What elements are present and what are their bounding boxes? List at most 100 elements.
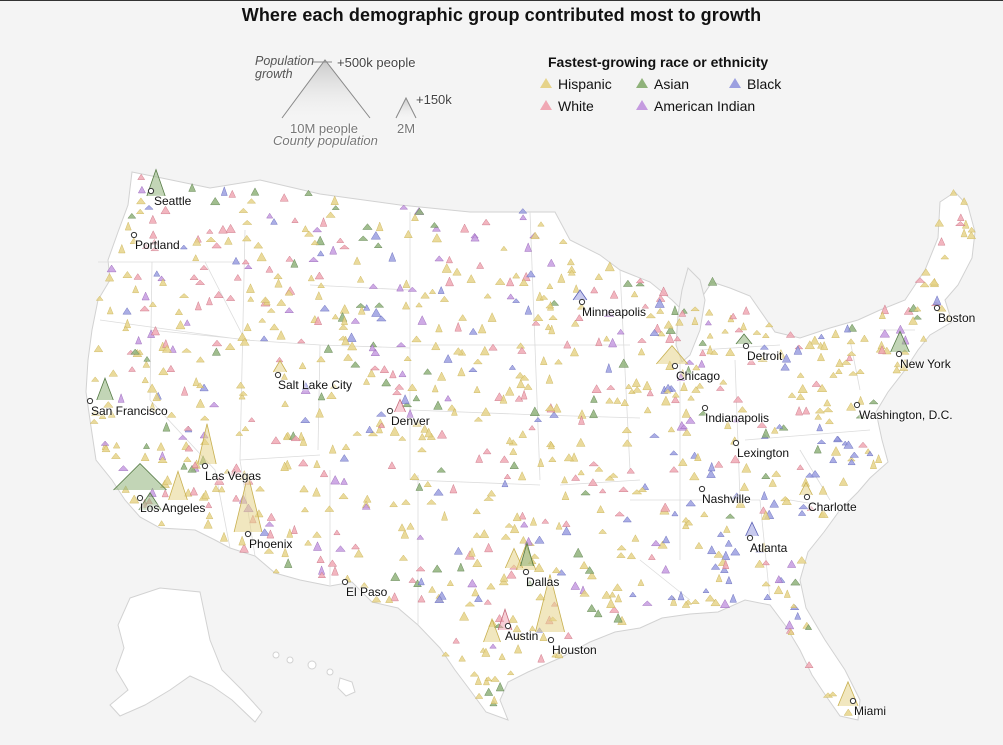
city-label-denver: Denver [391,414,430,428]
small-county-spike [260,296,271,303]
small-county-spike [621,426,632,433]
small-county-spike [857,395,865,405]
small-county-spike [516,342,525,349]
legend-big-growth: +500k people [337,55,416,70]
small-county-spike [103,401,114,408]
small-county-spike [586,604,597,612]
small-county-spike [409,472,420,480]
county-spike-maricopa-phoenix [233,474,263,533]
small-county-spike [725,575,733,584]
small-county-spike [327,559,338,567]
small-county-spike [682,428,692,436]
small-county-spike [557,273,566,283]
small-county-spike [187,465,197,473]
small-county-spike [685,416,696,424]
small-county-spike [547,258,556,267]
small-county-spike [720,566,729,573]
small-county-spike [835,358,844,367]
small-county-spike [433,488,444,496]
small-county-spike [709,349,719,355]
small-county-spike [191,461,199,468]
small-county-spike [283,432,290,440]
small-county-spike [649,433,660,438]
small-county-spike [159,278,167,286]
city-dot-phoenix [244,530,252,538]
small-county-spike [441,510,448,521]
small-county-spike [843,440,854,449]
small-county-spike [604,261,615,272]
small-county-spike [960,197,968,205]
small-county-spike [315,407,324,418]
small-county-spike [622,516,632,523]
small-county-spike [312,487,321,497]
small-county-spike [714,460,724,468]
small-county-spike [307,274,315,282]
small-county-spike [166,411,177,418]
small-county-spike [737,406,748,413]
small-county-spike [761,581,771,587]
small-county-spike [500,533,511,540]
small-county-spike [781,353,792,363]
small-county-spike [546,282,554,289]
small-county-spike [537,653,545,663]
small-county-spike [868,399,879,405]
small-county-spike [960,228,968,238]
small-county-spike [175,320,186,330]
small-county-spike [571,319,580,327]
small-county-spike [765,322,774,328]
small-county-spike [776,349,786,359]
small-county-spike [353,256,361,265]
small-county-spike [304,230,314,237]
small-county-spike [314,316,323,325]
small-county-spike [312,226,323,233]
county-spike-harris-houston [535,574,565,633]
city-label-seattle: Seattle [154,194,192,208]
small-county-spike [299,436,308,446]
county-spike-riverside [168,469,188,501]
small-county-spike [673,335,682,342]
small-county-spike [706,332,714,339]
small-county-spike [420,424,430,433]
small-county-spike [150,239,159,245]
small-county-spike [616,552,626,558]
small-county-spike [416,534,425,540]
small-county-spike [846,353,853,361]
small-county-spike [201,489,210,500]
small-county-spike [642,600,653,606]
small-county-spike [266,307,276,313]
small-county-spike [616,544,627,551]
small-county-spike [724,539,733,547]
small-county-spike [414,207,425,215]
small-county-spike [594,273,603,280]
small-county-spike [341,443,351,450]
small-county-spike [411,213,419,221]
small-county-spike [537,457,545,467]
small-county-spike [549,299,560,306]
city-dot-denver [386,407,394,415]
small-county-spike [503,473,512,479]
small-county-spike [554,648,564,659]
small-county-spike [314,271,325,280]
small-county-spike [313,541,322,551]
small-county-spike [760,542,768,552]
small-county-spike [642,380,652,390]
small-county-spike [892,366,901,374]
small-county-spike [470,233,480,242]
small-county-spike [482,448,492,455]
legend-swatch-icon [636,100,648,110]
small-county-spike [509,461,519,469]
small-county-spike [285,255,294,262]
small-county-spike [787,392,797,398]
small-county-spike [297,431,305,441]
small-county-spike [161,489,169,498]
small-county-spike [700,511,709,517]
small-county-spike [804,661,814,668]
small-county-spike [122,307,132,315]
small-county-spike [365,425,374,433]
small-county-spike [407,286,418,292]
small-county-spike [578,415,585,425]
small-county-spike [379,365,390,373]
small-county-spike [849,451,860,458]
small-county-spike [796,393,806,400]
small-county-spike [499,573,509,582]
